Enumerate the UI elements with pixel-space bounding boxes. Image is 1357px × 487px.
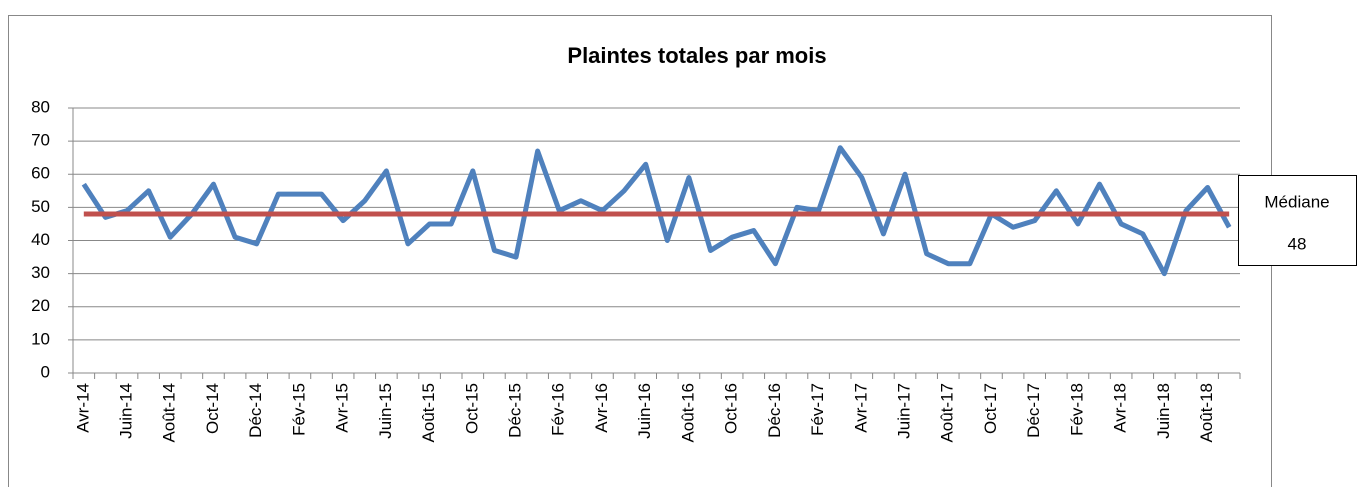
x-tick-label: Juin-14 xyxy=(117,383,136,439)
y-tick-label: 50 xyxy=(31,197,50,216)
y-tick-label: 60 xyxy=(31,164,50,183)
x-tick-label: Déc-15 xyxy=(506,383,525,438)
x-tick-label: Juin-17 xyxy=(895,383,914,439)
x-tick-label: Juin-16 xyxy=(635,383,654,439)
chart-title: Plaintes totales par mois xyxy=(567,43,826,68)
chart-border xyxy=(8,15,1272,487)
x-tick-label: Avr-16 xyxy=(592,383,611,433)
x-tick-label: Août-15 xyxy=(419,383,438,443)
x-tick-label: Août-18 xyxy=(1197,383,1216,443)
x-tick-label: Juin-18 xyxy=(1154,383,1173,439)
x-tick-label: Oct-15 xyxy=(462,383,481,434)
x-tick-label: Août-17 xyxy=(938,383,957,443)
x-tick-label: Juin-15 xyxy=(376,383,395,439)
x-tick-label: Fév-17 xyxy=(808,383,827,436)
y-tick-label: 10 xyxy=(31,329,50,348)
x-tick-label: Fév-18 xyxy=(1067,383,1086,436)
y-tick-label: 70 xyxy=(31,131,50,150)
y-tick-label: 40 xyxy=(31,230,50,249)
x-tick-label: Avr-14 xyxy=(73,383,92,433)
x-tick-label: Déc-14 xyxy=(246,383,265,438)
x-tick-label: Oct-16 xyxy=(722,383,741,434)
y-tick-label: 20 xyxy=(31,296,50,315)
x-tick-label: Août-16 xyxy=(678,383,697,443)
x-tick-label: Oct-14 xyxy=(203,383,222,434)
x-tick-label: Fév-15 xyxy=(289,383,308,436)
y-tick-label: 0 xyxy=(41,362,50,381)
median-label: Médiane xyxy=(1264,192,1329,211)
x-tick-label: Avr-18 xyxy=(1111,383,1130,433)
x-tick-label: Déc-17 xyxy=(1024,383,1043,438)
x-tick-label: Fév-16 xyxy=(549,383,568,436)
x-tick-label: Déc-16 xyxy=(765,383,784,438)
x-tick-label: Oct-17 xyxy=(981,383,1000,434)
x-tick-label: Avr-15 xyxy=(333,383,352,433)
y-tick-label: 80 xyxy=(31,97,50,116)
median-value: 48 xyxy=(1288,234,1307,253)
x-tick-label: Avr-17 xyxy=(851,383,870,433)
y-tick-label: 30 xyxy=(31,263,50,282)
x-tick-label: Août-14 xyxy=(160,383,179,443)
